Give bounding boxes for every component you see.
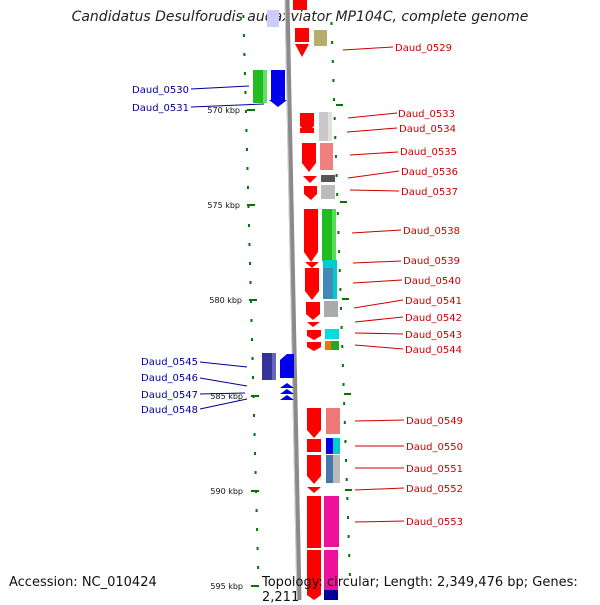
right-ticks xyxy=(336,104,352,491)
topology-text: Topology: circular; Length: 2,349,476 bp… xyxy=(262,575,578,605)
gene-label-daud-0549[interactable]: Daud_0549 xyxy=(406,416,463,427)
gene-label-daud-0534[interactable]: Daud_0534 xyxy=(399,124,456,135)
gene-arrow-daud-0529[interactable] xyxy=(295,44,309,57)
gene-label-daud-0551[interactable]: Daud_0551 xyxy=(406,464,463,475)
gene-label-daud-0536[interactable]: Daud_0536 xyxy=(401,167,458,178)
gene-block-daud-0543[interactable] xyxy=(325,329,339,339)
gene-label-daud-0544[interactable]: Daud_0544 xyxy=(405,345,462,356)
gene-block-daud-0536[interactable] xyxy=(321,175,335,182)
gene-arrow-daud-0553[interactable] xyxy=(307,496,321,548)
kbp-tick-label: 580 kbp xyxy=(209,296,242,305)
gene-arrow-daud-0546[interactable] xyxy=(280,383,294,388)
gene-block-daud-0550[interactable] xyxy=(326,438,333,454)
kbp-tick: 570 kbp xyxy=(207,106,255,115)
genome-backbone-highlight xyxy=(284,0,298,600)
right-guide-dashes xyxy=(330,22,351,576)
gene-arrow-daud-0545[interactable] xyxy=(280,354,294,378)
gene-label-daud-0541[interactable]: Daud_0541 xyxy=(405,296,462,307)
gene-label-daud-0552[interactable]: Daud_0552 xyxy=(406,484,463,495)
gene-arrow-daud-0547[interactable] xyxy=(280,389,294,394)
gene-arrow-daud-0534[interactable] xyxy=(300,128,314,133)
gene-label-daud-0553[interactable]: Daud_0553 xyxy=(406,517,463,528)
gene-arrow-daud-0530[interactable] xyxy=(269,70,287,107)
kbp-tick: 575 kbp xyxy=(207,201,255,210)
gene-arrow-daud-0552[interactable] xyxy=(307,487,321,493)
gene-arrow-daud-0537[interactable] xyxy=(304,186,317,200)
gene-label-daud-0545[interactable]: Daud_0545 xyxy=(141,357,198,368)
gene-label-daud-0548[interactable]: Daud_0548 xyxy=(141,405,198,416)
gene-block-daud-0554[interactable] xyxy=(324,550,338,600)
gene-label-daud-0550[interactable]: Daud_0550 xyxy=(406,442,463,453)
gene-label-daud-0546[interactable]: Daud_0546 xyxy=(141,373,198,384)
gene-arrow-daud-0536[interactable] xyxy=(303,176,317,183)
kbp-tick-label: 585 kbp xyxy=(210,392,243,401)
gene-arrow-daud-0528[interactable] xyxy=(293,0,307,10)
gene-arrow-daud-0554[interactable] xyxy=(307,550,321,600)
gene-arrow-daud-0544[interactable] xyxy=(307,342,321,351)
gene-arrow-daud-0550[interactable] xyxy=(307,439,321,452)
gene-arrow-daud-0535[interactable] xyxy=(302,143,316,172)
gene-arrow-daud-0529a[interactable] xyxy=(295,28,309,42)
gene-arrow-daud-0538[interactable] xyxy=(304,209,318,262)
gene-label-daud-0529[interactable]: Daud_0529 xyxy=(395,43,452,54)
kbp-tick: 585 kbp xyxy=(210,392,259,401)
accession-text: Accession: NC_010424 xyxy=(9,575,157,590)
kbp-tick-label: 575 kbp xyxy=(207,201,240,210)
gene-block-daud-0541[interactable] xyxy=(324,301,338,317)
gene-label-daud-0539[interactable]: Daud_0539 xyxy=(403,256,460,267)
forward-label-leaders xyxy=(342,46,405,523)
gene-label-daud-0542[interactable]: Daud_0542 xyxy=(405,313,462,324)
gene-arrow-daud-0551[interactable] xyxy=(307,455,321,484)
gene-arrow-daud-0548[interactable] xyxy=(280,395,294,400)
gene-arrow-daud-0543[interactable] xyxy=(307,330,321,340)
gene-label-daud-0530[interactable]: Daud_0530 xyxy=(132,85,189,96)
gene-arrow-daud-0540[interactable] xyxy=(305,268,319,300)
gene-arrow-daud-0539[interactable] xyxy=(305,262,319,268)
gene-block-daud-0549[interactable] xyxy=(326,408,340,434)
gene-block-daud-0553[interactable] xyxy=(324,496,339,547)
gene-arrow-daud-0542[interactable] xyxy=(307,322,320,327)
kbp-tick: 590 kbp xyxy=(210,487,259,496)
gene-label-daud-0540[interactable]: Daud_0540 xyxy=(404,276,461,287)
gene-label-daud-0533[interactable]: Daud_0533 xyxy=(398,109,455,120)
kbp-tick-label: 595 kbp xyxy=(210,582,243,591)
gene-block-daud-0537[interactable] xyxy=(321,185,335,199)
gene-label-daud-0535[interactable]: Daud_0535 xyxy=(400,147,457,158)
gene-arrow-daud-0549[interactable] xyxy=(307,408,321,438)
gene-block-daud-0544[interactable] xyxy=(325,341,331,350)
gene-label-daud-0547[interactable]: Daud_0547 xyxy=(141,390,198,401)
kbp-tick-label: 570 kbp xyxy=(207,106,240,115)
gene-block-daud-0551[interactable] xyxy=(326,455,333,483)
gene-arrow-daud-0541[interactable] xyxy=(306,302,320,320)
kbp-tick: 595 kbp xyxy=(210,582,259,591)
gene-block-daud-0539[interactable] xyxy=(323,260,337,269)
map-title: Candidatus Desulforudis audaxviator MP10… xyxy=(71,9,529,25)
genome-backbone xyxy=(284,0,302,600)
gene-label-daud-0538[interactable]: Daud_0538 xyxy=(403,226,460,237)
gene-label-daud-0531[interactable]: Daud_0531 xyxy=(132,103,189,114)
gene-label-daud-0543[interactable]: Daud_0543 xyxy=(405,330,462,341)
reverse-label-leaders xyxy=(190,85,265,410)
gene-block-daud-0531[interactable] xyxy=(267,10,279,27)
gene-label-daud-0537[interactable]: Daud_0537 xyxy=(401,187,458,198)
gene-block-daud-0535[interactable] xyxy=(320,143,333,170)
kbp-tick-label: 590 kbp xyxy=(210,487,243,496)
kbp-tick: 580 kbp xyxy=(209,296,257,305)
gene-block-daud-0529[interactable] xyxy=(314,30,327,46)
